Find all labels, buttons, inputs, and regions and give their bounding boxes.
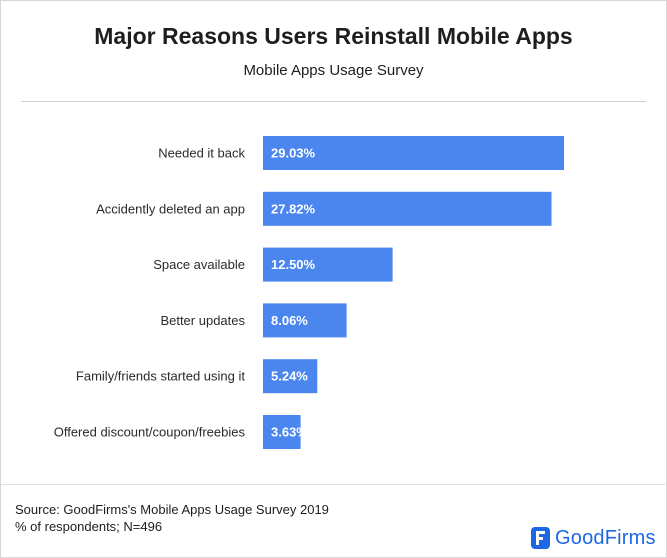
bar [263,191,552,226]
value-label: 3.63% [271,425,308,440]
category-label: Accidently deleted an app [96,201,245,216]
header-divider [21,101,646,102]
category-label: Offered discount/coupon/freebies [54,425,246,440]
category-label: Family/friends started using it [76,369,245,384]
source-note: Source: GoodFirms's Mobile Apps Usage Su… [15,501,329,535]
bar [263,415,301,449]
footer-divider [1,484,666,485]
bar [263,359,318,394]
category-label: Space available [153,257,245,272]
goodfirms-logo-text: GoodFirms [555,526,656,549]
goodfirms-logo: GoodFirms [531,525,656,551]
bar [263,136,564,170]
value-label: 27.82% [271,201,316,216]
bar-chart: Needed it back 29.03% Accidently deleted a… [54,136,564,449]
source-text: Source: GoodFirms's Mobile Apps Usage Su… [15,502,329,517]
value-label: 12.50% [271,257,316,272]
bar [263,303,347,338]
chart-subtitle: Mobile Apps Usage Survey [243,62,424,79]
chart-title: Major Reasons Users Reinstall Mobile App… [94,23,573,49]
sample-note: % of respondents; N=496 [15,519,163,534]
value-label: 5.24% [271,369,308,384]
category-label: Better updates [160,313,245,328]
category-label: Needed it back [158,146,245,161]
bar [263,247,393,282]
value-label: 8.06% [271,313,308,328]
value-label: 29.03% [271,146,316,161]
goodfirms-logo-icon [531,527,550,549]
